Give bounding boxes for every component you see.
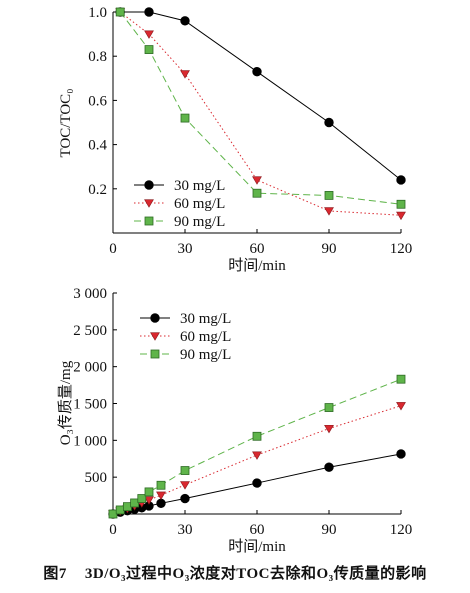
data-point xyxy=(396,199,406,209)
y-tick-label: 2 500 xyxy=(73,323,107,339)
legend-marker xyxy=(150,332,160,341)
series-line xyxy=(119,11,402,205)
x-axis-label: 时间/min xyxy=(228,257,286,274)
data-point xyxy=(324,403,334,412)
data-point xyxy=(144,7,154,17)
x-tick-label: 90 xyxy=(322,522,337,538)
data-point xyxy=(324,191,334,200)
legend-marker xyxy=(150,313,160,323)
data-point xyxy=(115,505,125,515)
data-point xyxy=(252,188,262,198)
data-point xyxy=(252,478,262,488)
data-point xyxy=(144,45,154,54)
data-point xyxy=(180,466,190,475)
data-point xyxy=(115,7,125,17)
data-point xyxy=(123,502,132,512)
data-point xyxy=(324,207,334,216)
legend-label: 30 mg/L xyxy=(180,311,231,327)
data-point xyxy=(396,211,406,221)
y-tick-label: 1 500 xyxy=(73,397,107,413)
x-tick-label: 90 xyxy=(322,241,337,257)
y-tick-label: 3 000 xyxy=(73,286,107,302)
data-point xyxy=(252,451,262,460)
y-axis-label: TOC/TOC₀ xyxy=(58,89,74,158)
data-point xyxy=(324,424,334,434)
legend-label: 30 mg/L xyxy=(174,178,225,194)
data-point xyxy=(396,449,406,459)
y-tick-label: 0.2 xyxy=(88,182,107,198)
x-axis-label: 时间/min xyxy=(228,538,286,555)
data-point xyxy=(252,176,262,185)
y-tick-label: 1 000 xyxy=(73,433,107,449)
x-tick-label: 0 xyxy=(109,522,117,538)
series-line xyxy=(119,11,402,216)
x-tick-label: 30 xyxy=(178,522,193,538)
y-tick-label: 0.6 xyxy=(88,93,107,109)
data-point xyxy=(144,487,154,497)
data-point xyxy=(252,431,262,441)
data-point xyxy=(180,16,190,26)
x-tick-label: 120 xyxy=(390,522,413,538)
data-point xyxy=(252,66,262,77)
data-point xyxy=(144,496,154,505)
data-point xyxy=(324,462,334,472)
y-tick-label: 1.0 xyxy=(88,5,107,21)
data-point xyxy=(130,498,140,508)
data-point xyxy=(144,30,154,39)
legend-marker xyxy=(144,180,154,190)
y-tick-label: 2 000 xyxy=(73,360,107,376)
data-point xyxy=(396,374,406,384)
data-point xyxy=(156,491,166,500)
data-point xyxy=(180,70,190,79)
y-axis-label: O₃传质量/mg xyxy=(57,360,74,445)
figure-caption: 图7 3D/O₃过程中O₃浓度对TOC去除和O₃传质量的影响 xyxy=(0,562,470,583)
x-tick-label: 60 xyxy=(250,241,265,257)
legend-label: 60 mg/L xyxy=(180,329,231,345)
x-tick-label: 30 xyxy=(178,241,193,257)
y-tick-label: 0.4 xyxy=(88,138,107,154)
data-point xyxy=(324,117,334,128)
legend-label: 90 mg/L xyxy=(174,214,225,230)
caption-number: 图7 xyxy=(43,566,67,582)
data-point xyxy=(180,493,190,504)
x-tick-label: 60 xyxy=(250,522,265,538)
legend-label: 60 mg/L xyxy=(174,196,225,212)
legend-marker xyxy=(144,216,154,226)
data-point xyxy=(156,480,166,490)
legend-label: 90 mg/L xyxy=(180,347,231,363)
x-tick-label: 0 xyxy=(109,241,117,257)
data-point xyxy=(396,175,406,185)
y-tick-label: 500 xyxy=(85,470,108,486)
data-point xyxy=(137,494,147,503)
x-tick-label: 120 xyxy=(390,241,413,257)
data-point xyxy=(180,113,190,123)
series-line xyxy=(120,11,402,181)
data-point xyxy=(180,481,190,490)
ozone-mass-chart: 0 30 60 90 120 500 1 000 1 500 2 000 2 500 3 000 时间… xyxy=(57,286,412,555)
legend-marker xyxy=(144,199,154,208)
data-point xyxy=(396,402,406,411)
legend-marker xyxy=(150,349,160,359)
y-tick-label: 0.8 xyxy=(88,49,107,65)
data-point xyxy=(156,498,166,509)
series-line xyxy=(112,405,402,515)
toc-chart: 0 30 60 90 120 0.2 0.4 0.6 0.8 1.0 时间/min TOC/TOC₀ 3… xyxy=(58,5,412,274)
caption-text: 3D/O₃过程中O₃浓度对TOC去除和O₃传质量的影响 xyxy=(84,566,427,582)
series-line xyxy=(112,378,402,515)
